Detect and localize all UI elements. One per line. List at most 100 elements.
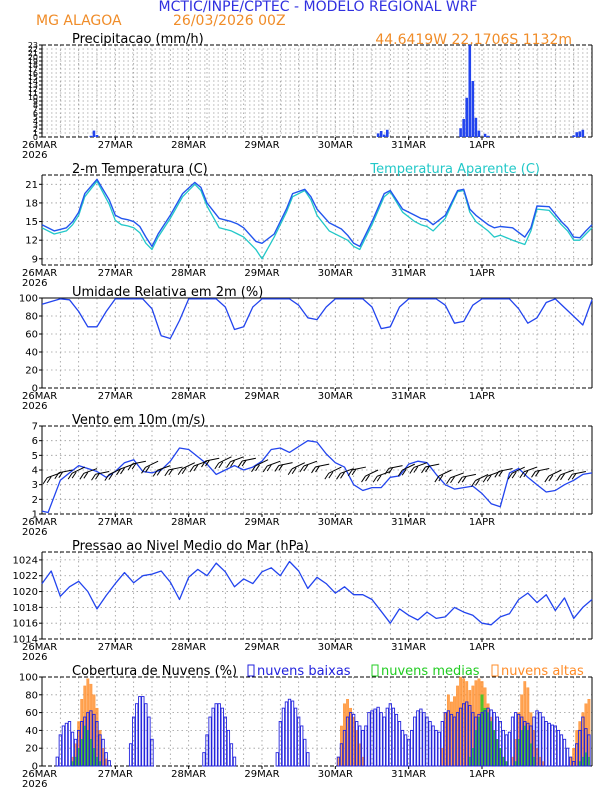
wind-barb-shaft — [352, 466, 366, 471]
cloud-bar-low — [462, 703, 466, 767]
wind-barb-shaft — [498, 468, 513, 472]
temp-tick-label-year: 2026 — [22, 278, 47, 289]
wind-barb-flag — [266, 464, 272, 472]
cloud-bar-low — [367, 712, 371, 767]
humidity-tick-label-x: 29MAR — [244, 391, 279, 402]
wind-barb-shaft — [438, 469, 452, 477]
cloud-bar-low — [480, 712, 484, 767]
clouds-tick-label-y: 80 — [25, 690, 38, 701]
cloud-legend-swatch — [247, 664, 255, 677]
wind-barb-shaft — [572, 470, 586, 475]
cloud-bar-low — [89, 710, 93, 767]
cloud-bar-low — [526, 722, 530, 767]
cloud-bar-low — [352, 713, 356, 767]
humidity-tick-label-x: 1APR — [469, 391, 495, 402]
cloud-bar-low — [568, 756, 573, 767]
cloud-bar-low — [275, 752, 279, 767]
wind-barb-shaft — [560, 469, 574, 476]
wind-barb-flag — [544, 475, 550, 483]
clouds-title: Cobertura de Nuvens (%) — [72, 664, 237, 679]
cloud-bar-low — [80, 721, 84, 767]
wind-barb-shaft — [377, 470, 391, 477]
pressure-title: Pressao ao Nivel Medio do Mar (hPa) — [72, 539, 309, 554]
wind-barb-shaft — [181, 462, 195, 470]
wind-barb-flag — [413, 466, 419, 473]
cloud-legend-swatch — [491, 664, 499, 677]
clouds-tick-label-y: 60 — [25, 708, 38, 719]
wind-tick-label-x: 31MAR — [391, 517, 426, 528]
wind-barb-flag — [511, 471, 517, 479]
temp-tick-label-x: 30MAR — [318, 268, 353, 279]
wind-barb-shaft — [108, 468, 122, 476]
temp-tick-label-y: 15 — [25, 217, 38, 228]
cloud-bar-low — [501, 729, 506, 767]
cloud-bar-low — [455, 712, 460, 767]
cloud-bar-low — [287, 698, 292, 767]
wind-barb-flag — [205, 459, 210, 467]
wind-tick-label-x: 29MAR — [244, 517, 279, 528]
cloud-bar-low — [58, 734, 62, 767]
wind-barb-flag — [226, 461, 231, 468]
wind-barb-flag — [434, 475, 440, 483]
wind-barb-flag — [425, 465, 430, 473]
wind-barb-shaft — [205, 457, 220, 462]
precip-tick-label-y: 7 — [33, 105, 38, 114]
wind-barb-shaft — [95, 470, 110, 475]
cloud-bar-low — [138, 696, 142, 767]
precip-bar — [572, 135, 575, 137]
header-title: MCTIC/INPE/CPTEC - MODELO REGIONAL WRF — [159, 0, 478, 15]
wind-barb-shaft — [303, 460, 318, 467]
wind-barb-flag — [531, 471, 536, 478]
temp-tick-label-y: 21 — [25, 180, 38, 191]
wind-barb-flag — [152, 470, 158, 477]
clouds-tick-label-x: 31MAR — [391, 769, 426, 780]
wind-tick-label-x: 28MAR — [171, 517, 206, 528]
cloud-bar-low — [205, 734, 209, 767]
wind-barb-flag — [58, 471, 64, 479]
cloud-bar-low — [544, 721, 548, 767]
temp-line — [41, 178, 593, 248]
pressure-tick-label-y: 1016 — [13, 619, 38, 630]
cloud-bar-low — [104, 752, 108, 767]
wind-barb-flag — [255, 464, 260, 472]
cloud-bar-low — [303, 738, 307, 767]
precip-bar — [459, 128, 462, 137]
precip-tick-label-y: 2 — [33, 125, 38, 134]
cloud-legend-label: nuvens medias — [381, 664, 480, 679]
wind-barb-flag — [54, 472, 60, 480]
wind-barb-shaft — [278, 462, 293, 466]
cloud-bar-low — [135, 703, 139, 767]
wind-barb-shaft — [168, 466, 183, 471]
wind-barb-flag — [287, 468, 293, 476]
wind-tick-label-y: 7 — [32, 422, 38, 433]
cloud-bar-low — [342, 729, 347, 767]
wind-barb-shaft — [230, 456, 244, 463]
cloud-bar-low — [468, 705, 472, 767]
humidity-tick-label-year: 2026 — [22, 401, 47, 412]
cloud-bar-low — [407, 738, 411, 767]
wind-barb-flag — [461, 475, 467, 483]
humidity-tick-label-y: 40 — [25, 348, 38, 359]
cloud-bar-low — [370, 710, 374, 767]
wind-barb-flag — [361, 475, 366, 483]
precip-tick-label-year: 2026 — [22, 150, 47, 161]
cloud-legend-label: nuvens baixas — [257, 664, 351, 679]
wind-barb-shaft — [450, 472, 464, 479]
wind-barb-flag — [71, 471, 77, 479]
cloud-bar-low — [446, 710, 451, 767]
cloud-bar-low — [95, 721, 99, 767]
cloud-bar-low — [70, 731, 75, 767]
cloud-bar-low — [348, 712, 353, 767]
wind-barb-shaft — [328, 466, 342, 474]
cloud-bar-low — [428, 721, 432, 767]
wind-barb-shaft — [157, 465, 171, 471]
wind-barb-flag — [397, 469, 403, 477]
cloud-bar-low — [422, 712, 426, 767]
precip-tick-label-x: 30MAR — [318, 140, 353, 151]
cloud-bar-low — [520, 716, 524, 767]
wind-barb-flag — [120, 467, 125, 475]
wind-barb-shaft — [71, 466, 85, 474]
